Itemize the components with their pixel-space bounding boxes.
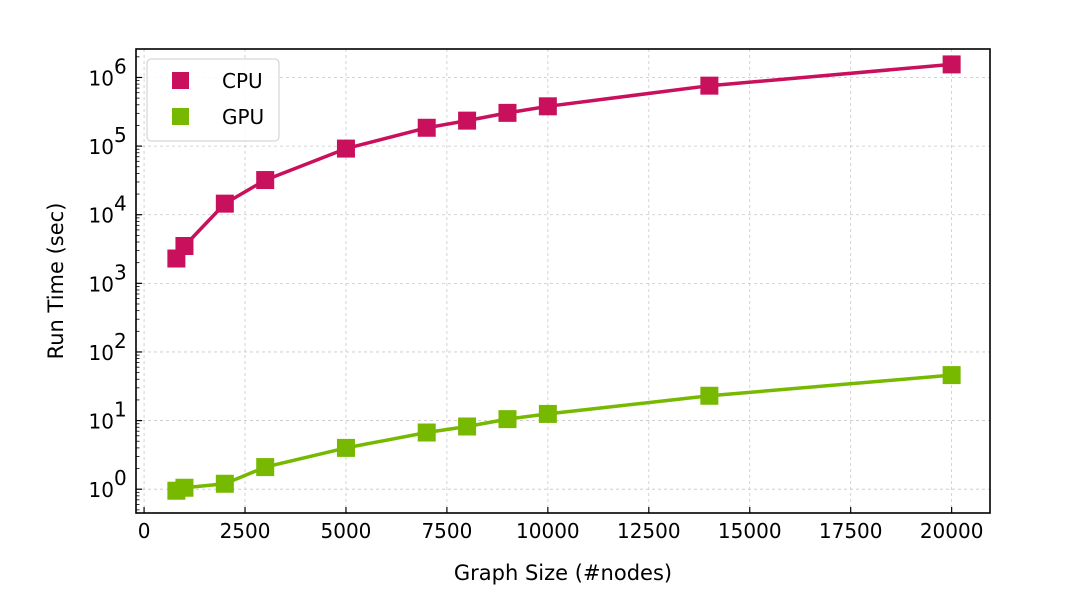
y-tick-exponent: 0 (114, 466, 127, 490)
data-point-cpu (942, 55, 961, 74)
y-tick-label: 10 (89, 410, 114, 434)
y-tick-label: 10 (89, 204, 114, 228)
legend-label-cpu: CPU (222, 69, 263, 93)
series-line-cpu (174, 62, 952, 260)
legend-label-gpu: GPU (222, 105, 264, 129)
data-point-gpu (417, 423, 436, 442)
data-point-cpu (498, 103, 517, 122)
y-tick-label: 10 (89, 66, 114, 90)
y-tick-exponent: 4 (114, 192, 127, 216)
y-tick-exponent: 6 (114, 54, 127, 78)
data-point-cpu (175, 237, 194, 256)
data-point-gpu (538, 404, 557, 423)
data-point-gpu (256, 458, 275, 477)
series-line-gpu (175, 373, 952, 493)
data-point-gpu (942, 366, 961, 385)
x-tick-label: 12500 (617, 519, 681, 543)
x-tick-label: 2500 (220, 519, 271, 543)
x-tick-label: 0 (138, 519, 151, 543)
data-point-cpu (256, 171, 275, 190)
y-tick-exponent: 1 (114, 398, 127, 422)
axis-ticks (136, 56, 953, 513)
y-tick-exponent: 2 (114, 329, 127, 353)
y-tick-exponent: 3 (114, 260, 127, 284)
y-axis-label: Run Time (sec) (44, 203, 68, 360)
series-layer (167, 55, 961, 500)
x-tick-label: 5000 (321, 519, 372, 543)
data-point-gpu (336, 438, 355, 457)
legend: CPU GPU (146, 58, 280, 142)
data-point-cpu (336, 139, 355, 158)
x-tick-label: 10000 (516, 519, 580, 543)
legend-swatch-gpu (172, 108, 189, 125)
x-tick-label: 15000 (718, 519, 782, 543)
x-tick-labels: 0 2500 5000 7500 10000 12500 15000 17500 20000 (138, 519, 984, 543)
data-point-gpu (498, 410, 517, 429)
y-tick-exponent: 5 (114, 123, 127, 147)
x-tick-label: 20000 (920, 519, 984, 543)
x-tick-label: 17500 (819, 519, 883, 543)
legend-swatch-cpu (172, 72, 189, 89)
grid (136, 49, 990, 513)
data-point-gpu (458, 417, 477, 436)
data-point-cpu (458, 111, 477, 130)
data-point-cpu (538, 97, 557, 116)
data-point-cpu (700, 76, 719, 95)
x-tick-label: 7500 (421, 519, 472, 543)
data-point-gpu (215, 474, 234, 493)
y-tick-label: 10 (89, 478, 114, 502)
y-tick-label: 10 (89, 272, 114, 296)
x-axis-label: Graph Size (#nodes) (454, 561, 672, 585)
data-point-gpu (700, 386, 719, 405)
plot-frame (135, 48, 991, 514)
data-point-cpu (215, 194, 234, 213)
y-tick-label: 10 (89, 341, 114, 365)
data-point-gpu (175, 478, 194, 497)
y-tick-label: 10 (89, 135, 114, 159)
data-point-cpu (417, 118, 436, 137)
